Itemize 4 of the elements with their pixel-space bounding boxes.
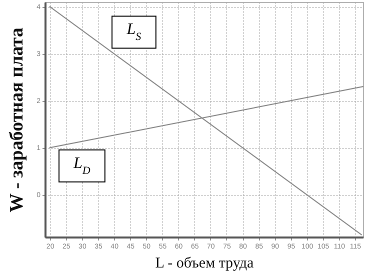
series-label: L$_{D}$: [72, 154, 90, 177]
x-axis-title: L - объем труда: [155, 256, 254, 272]
series-label: L$_{S}$: [126, 21, 142, 44]
y-axis-title: W - заработная плата: [6, 27, 28, 212]
